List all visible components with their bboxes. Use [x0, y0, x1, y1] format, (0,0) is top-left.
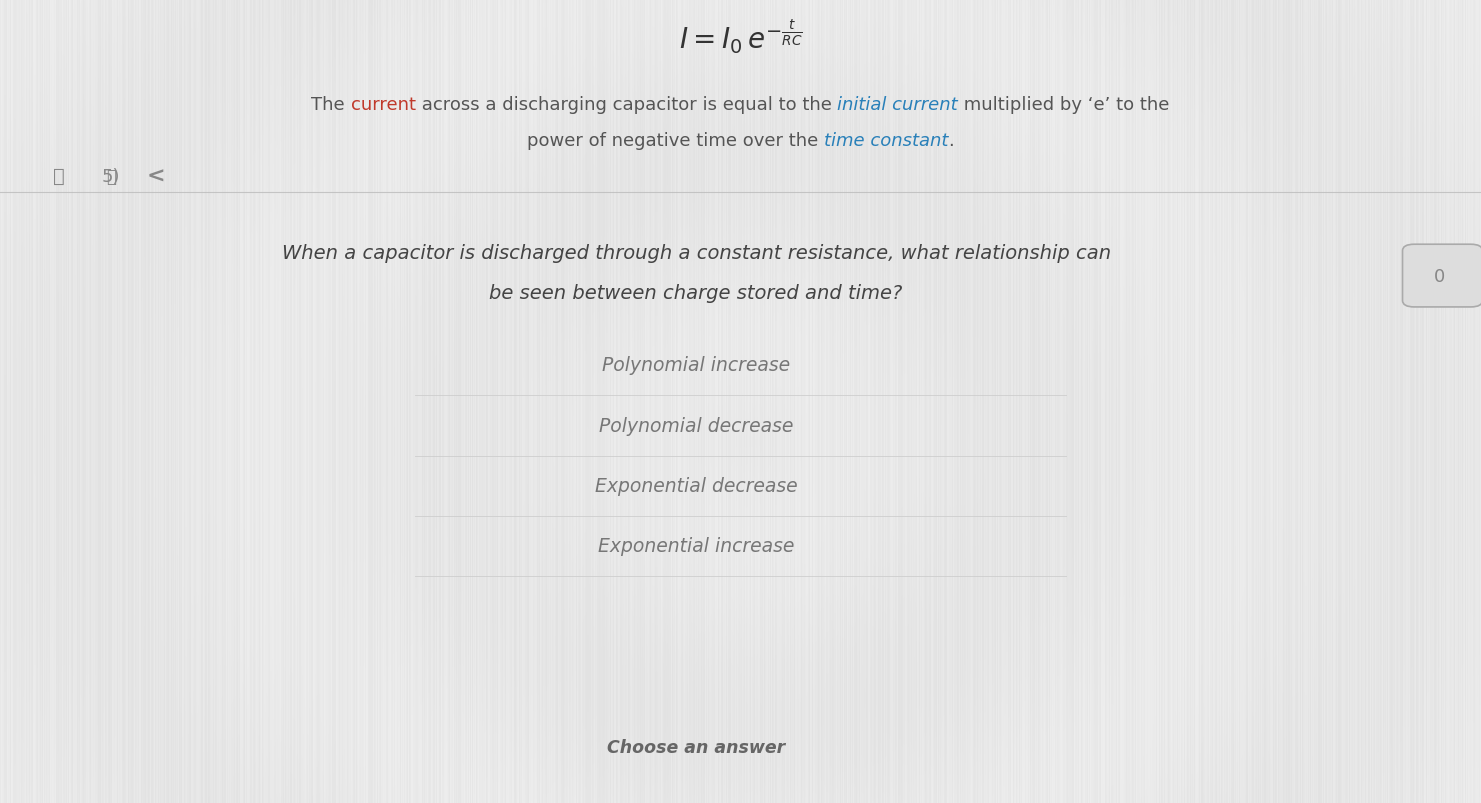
- Text: multiplied by ‘e’ to the: multiplied by ‘e’ to the: [958, 96, 1170, 113]
- Text: initial current: initial current: [837, 96, 958, 113]
- Text: 大: 大: [107, 168, 116, 185]
- Text: Exponential decrease: Exponential decrease: [595, 476, 797, 495]
- Text: Choose an answer: Choose an answer: [607, 738, 785, 756]
- Text: current: current: [351, 96, 416, 113]
- Text: 🔈: 🔈: [53, 167, 65, 186]
- Text: time constant: time constant: [823, 132, 948, 149]
- Text: When a capacitor is discharged through a constant resistance, what relationship : When a capacitor is discharged through a…: [281, 243, 1111, 263]
- Text: $\mathit{I} = \mathit{I}_0\,e^{-\frac{t}{RC}}$: $\mathit{I} = \mathit{I}_0\,e^{-\frac{t}…: [678, 17, 803, 55]
- Text: Exponential increase: Exponential increase: [598, 536, 794, 556]
- Text: Polynomial decrease: Polynomial decrease: [598, 416, 794, 435]
- Text: across a discharging capacitor is equal to the: across a discharging capacitor is equal …: [416, 96, 837, 113]
- Text: The: The: [311, 96, 351, 113]
- Text: Polynomial increase: Polynomial increase: [601, 356, 791, 375]
- Text: 0: 0: [1434, 268, 1445, 286]
- Text: be seen between charge stored and time?: be seen between charge stored and time?: [489, 283, 903, 303]
- Text: .: .: [948, 132, 954, 149]
- FancyBboxPatch shape: [1403, 245, 1481, 308]
- Text: <: <: [147, 167, 164, 186]
- Text: power of negative time over the: power of negative time over the: [527, 132, 823, 149]
- Text: 5): 5): [102, 168, 120, 185]
